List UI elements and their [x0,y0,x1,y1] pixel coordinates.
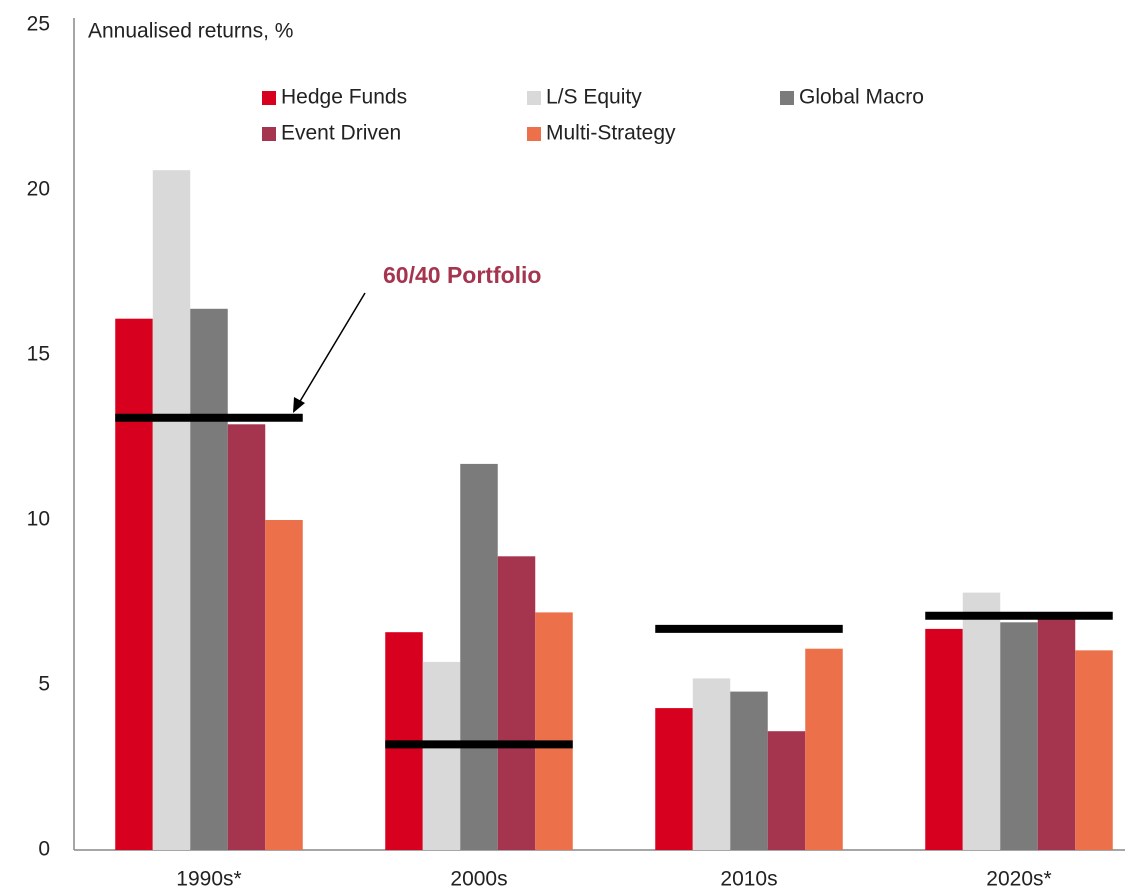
y-tick-label: 5 [38,673,50,696]
legend-swatch [262,91,276,105]
y-tick-label: 25 [27,13,50,36]
legend-swatch [262,127,276,141]
y-axis-label: Annualised returns, % [88,20,293,43]
y-tick-label: 15 [27,343,50,366]
bar [265,520,303,850]
bar [115,318,153,850]
bar [1000,622,1038,850]
annotation-arrow [298,292,366,404]
bar [962,592,1001,850]
legend-swatch [527,91,541,105]
bar [767,731,806,850]
bar [655,708,693,850]
legend-swatch [527,127,541,141]
x-tick-label: 2020s* [986,868,1051,891]
bar [460,463,498,850]
bar [1037,619,1076,850]
y-tick-label: 10 [27,508,50,531]
bar [535,612,573,850]
legend-label: L/S Equity [546,86,642,109]
y-tick-label: 20 [27,178,50,201]
bar [925,628,963,850]
x-tick-label: 2000s [450,868,507,891]
bar [805,648,843,850]
bar [422,661,461,850]
bar [730,691,768,850]
x-tick-label: 1990s* [176,868,241,891]
arrow-head [293,397,305,413]
bar [152,170,191,850]
bar [1075,650,1113,850]
y-tick-label: 0 [38,838,50,861]
legend-label: Hedge Funds [281,86,407,109]
bar [497,556,536,850]
annotation: 60/40 Portfolio [383,262,541,288]
bar [227,424,266,850]
legend-label: Global Macro [799,86,924,109]
bar [190,308,228,850]
bar [692,678,731,850]
legend-swatch [780,91,794,105]
legend-label: Event Driven [281,122,401,145]
legend-label: Multi-Strategy [546,122,676,145]
x-tick-label: 2010s [720,868,777,891]
